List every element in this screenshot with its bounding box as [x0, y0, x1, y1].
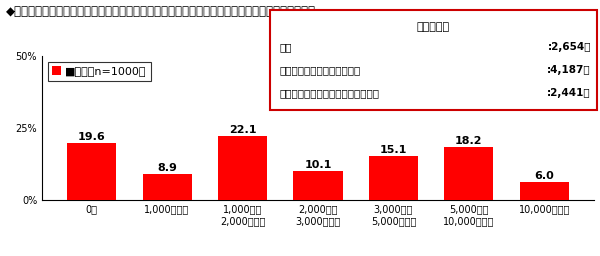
Text: 18.2: 18.2	[455, 136, 482, 146]
Bar	[67, 143, 116, 200]
Bar	[520, 183, 569, 200]
Text: インフルエンザにかかった人: インフルエンザにかかった人	[279, 65, 360, 75]
Text: ◆今年の冬、インフルエンザ予防のために支払ってもよいと思う金額の上限　　［数値回答形式］: ◆今年の冬、インフルエンザ予防のために支払ってもよいと思う金額の上限 ［数値回答…	[6, 5, 316, 18]
Bar	[369, 156, 418, 200]
Text: :2,654円: :2,654円	[548, 42, 591, 52]
Text: 15.1: 15.1	[380, 145, 407, 155]
Text: ＜平均額＞: ＜平均額＞	[417, 22, 450, 32]
Text: 22.1: 22.1	[229, 125, 256, 135]
Legend: ■全体［n=1000］: ■全体［n=1000］	[47, 62, 151, 81]
Bar	[293, 171, 343, 200]
Text: :4,187円: :4,187円	[547, 65, 591, 75]
Text: 19.6: 19.6	[78, 132, 106, 142]
Bar	[143, 174, 191, 200]
Bar	[445, 147, 493, 200]
Text: :2,441円: :2,441円	[547, 88, 591, 98]
Text: 全体: 全体	[279, 42, 292, 52]
Text: 8.9: 8.9	[157, 163, 177, 173]
Text: 6.0: 6.0	[535, 171, 554, 181]
Text: 10.1: 10.1	[304, 159, 332, 169]
Bar	[218, 136, 267, 200]
Text: インフルエンザにかかっていない人: インフルエンザにかかっていない人	[279, 88, 379, 98]
